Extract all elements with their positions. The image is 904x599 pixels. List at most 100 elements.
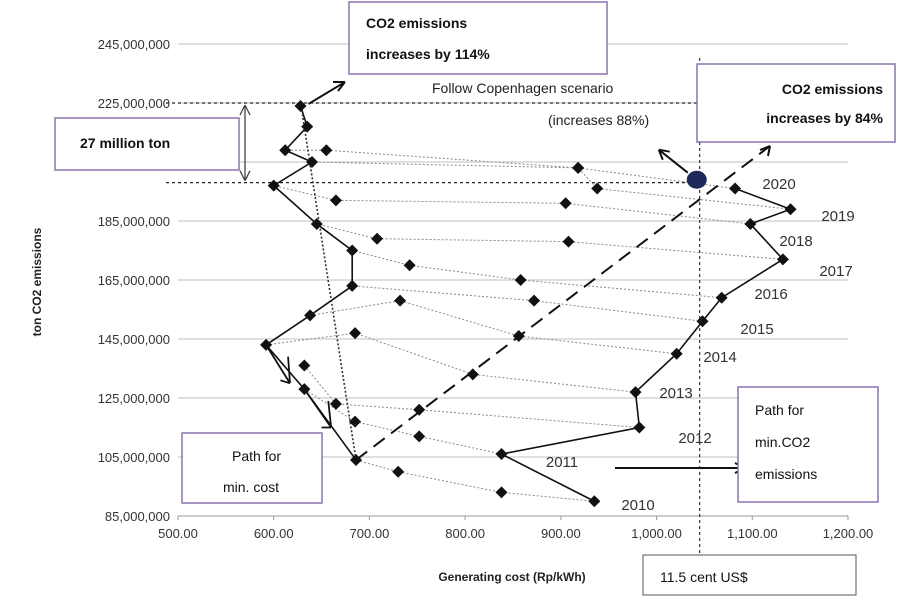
- data-point: [495, 486, 508, 499]
- gridlines: [166, 43, 848, 560]
- year-label-2017: 2017: [819, 263, 852, 280]
- year-label-2012: 2012: [678, 430, 711, 447]
- year-line-2010: [355, 459, 595, 502]
- data-point: [350, 453, 363, 466]
- callout-cent-usd-text: 11.5 cent US$: [660, 569, 748, 585]
- y-tick-label: 165,000,000: [98, 273, 170, 288]
- callout-27-million: 27 million ton: [54, 117, 240, 171]
- data-point: [392, 465, 405, 478]
- year-label-2013: 2013: [659, 385, 692, 402]
- data-point: [633, 421, 646, 434]
- span-double-arrow: [239, 104, 251, 181]
- data-point: [306, 156, 318, 168]
- data-point: [371, 232, 384, 245]
- data-point: [495, 448, 508, 461]
- year-line-2014: [310, 300, 677, 355]
- year-line-2017: [316, 223, 783, 260]
- callout-co2-84: CO2 emissions increases by 84%: [696, 63, 896, 143]
- year-line-2019: [311, 161, 791, 210]
- data-point: [294, 99, 307, 112]
- year-label-2020: 2020: [762, 176, 795, 193]
- x-tick-label: 1,200.00: [823, 526, 874, 541]
- data-point: [349, 327, 362, 340]
- copenhagen-arrow: [657, 148, 689, 174]
- callout-co2-84-line1: CO2 emissions: [782, 81, 883, 97]
- data-point: [346, 244, 359, 257]
- callout-co2-114-line2: increases by 114%: [366, 46, 490, 62]
- year-label-2014: 2014: [703, 349, 736, 366]
- min-cost-path: [264, 105, 357, 461]
- year-label-2018: 2018: [779, 233, 812, 250]
- year-label-2011: 2011: [546, 454, 578, 471]
- callout-co2-114-line1: CO2 emissions: [366, 15, 467, 31]
- data-point: [588, 495, 601, 508]
- year-line-2012: [303, 365, 640, 428]
- data-point: [729, 182, 742, 195]
- data-point: [629, 386, 642, 399]
- data-point: [572, 161, 585, 174]
- callout-co2-84-line2: increases by 84%: [766, 110, 883, 126]
- callout-min-cost-line2: min. cost: [223, 479, 279, 495]
- data-point: [349, 415, 362, 428]
- arrow-to-114: [307, 81, 346, 105]
- year-label-2019: 2019: [821, 208, 854, 225]
- dashed-trend-arrowhead: [759, 145, 771, 157]
- copenhagen-label-line1: Follow Copenhagen scenario: [432, 80, 614, 96]
- y-tick-label: 225,000,000: [98, 96, 170, 111]
- callout-min-co2-line1: Path for: [755, 402, 804, 418]
- data-point: [670, 347, 683, 360]
- data-point: [413, 430, 426, 443]
- x-tick-label: 500.00: [158, 526, 198, 541]
- year-line-2018: [273, 185, 751, 225]
- callout-27-million-text: 27 million ton: [80, 135, 170, 151]
- year-line-2020: [284, 105, 736, 190]
- x-tick-label: 1,000.00: [631, 526, 682, 541]
- x-tick-label: 900.00: [541, 526, 581, 541]
- y-tick-label: 105,000,000: [98, 450, 170, 465]
- y-tick-label: 185,000,000: [98, 214, 170, 229]
- y-axis-title: ton CO2 emissions: [30, 227, 44, 336]
- y-axis-ticks: 85,000,000 105,000,000 125,000,000 145,000,…: [98, 37, 170, 524]
- data-point: [559, 197, 572, 210]
- data-point: [298, 359, 311, 372]
- year-label-2015: 2015: [740, 321, 773, 338]
- data-point: [591, 182, 604, 195]
- data-point: [304, 309, 317, 322]
- data-point: [514, 274, 527, 286]
- y-tick-label: 145,000,000: [98, 332, 170, 347]
- callout-cent-usd: 11.5 cent US$: [642, 554, 857, 596]
- data-point: [512, 330, 525, 343]
- callout-min-co2: Path for min.CO2 emissions: [737, 386, 879, 503]
- data-point: [562, 235, 575, 248]
- data-point: [696, 315, 709, 328]
- year-line-2013: [265, 332, 636, 393]
- data-point: [267, 179, 280, 192]
- min-cost-path-arrow: [303, 388, 333, 429]
- optimal-paths: [264, 105, 793, 502]
- callout-min-cost: Path for min. cost: [181, 432, 323, 504]
- year-label-2016: 2016: [754, 286, 787, 303]
- data-point: [776, 253, 789, 266]
- copenhagen-label-line2: (increases 88%): [548, 112, 649, 128]
- x-axis-ticks: 500.00 600.00 700.00 800.00 900.00 1,000.00 1,…: [158, 516, 873, 541]
- data-point: [784, 203, 797, 216]
- callout-min-cost-line1: Path for: [232, 448, 281, 464]
- year-line-2015: [352, 285, 703, 322]
- min-co2-arrow: [615, 462, 746, 474]
- data-point: [413, 403, 426, 416]
- y-tick-label: 125,000,000: [98, 391, 170, 406]
- data-point: [301, 120, 314, 133]
- x-axis-title: Generating cost (Rp/kWh): [438, 570, 585, 584]
- data-point: [320, 144, 333, 157]
- callout-min-co2-line2: min.CO2: [755, 434, 810, 450]
- x-tick-label: 1,100.00: [727, 526, 778, 541]
- data-point: [403, 259, 416, 272]
- data-point: [394, 294, 407, 307]
- annotations: [239, 81, 746, 474]
- data-point: [329, 397, 342, 410]
- x-tick-label: 800.00: [445, 526, 485, 541]
- callout-co2-114: CO2 emissions increases by 114%: [348, 1, 608, 75]
- data-point: [329, 194, 342, 207]
